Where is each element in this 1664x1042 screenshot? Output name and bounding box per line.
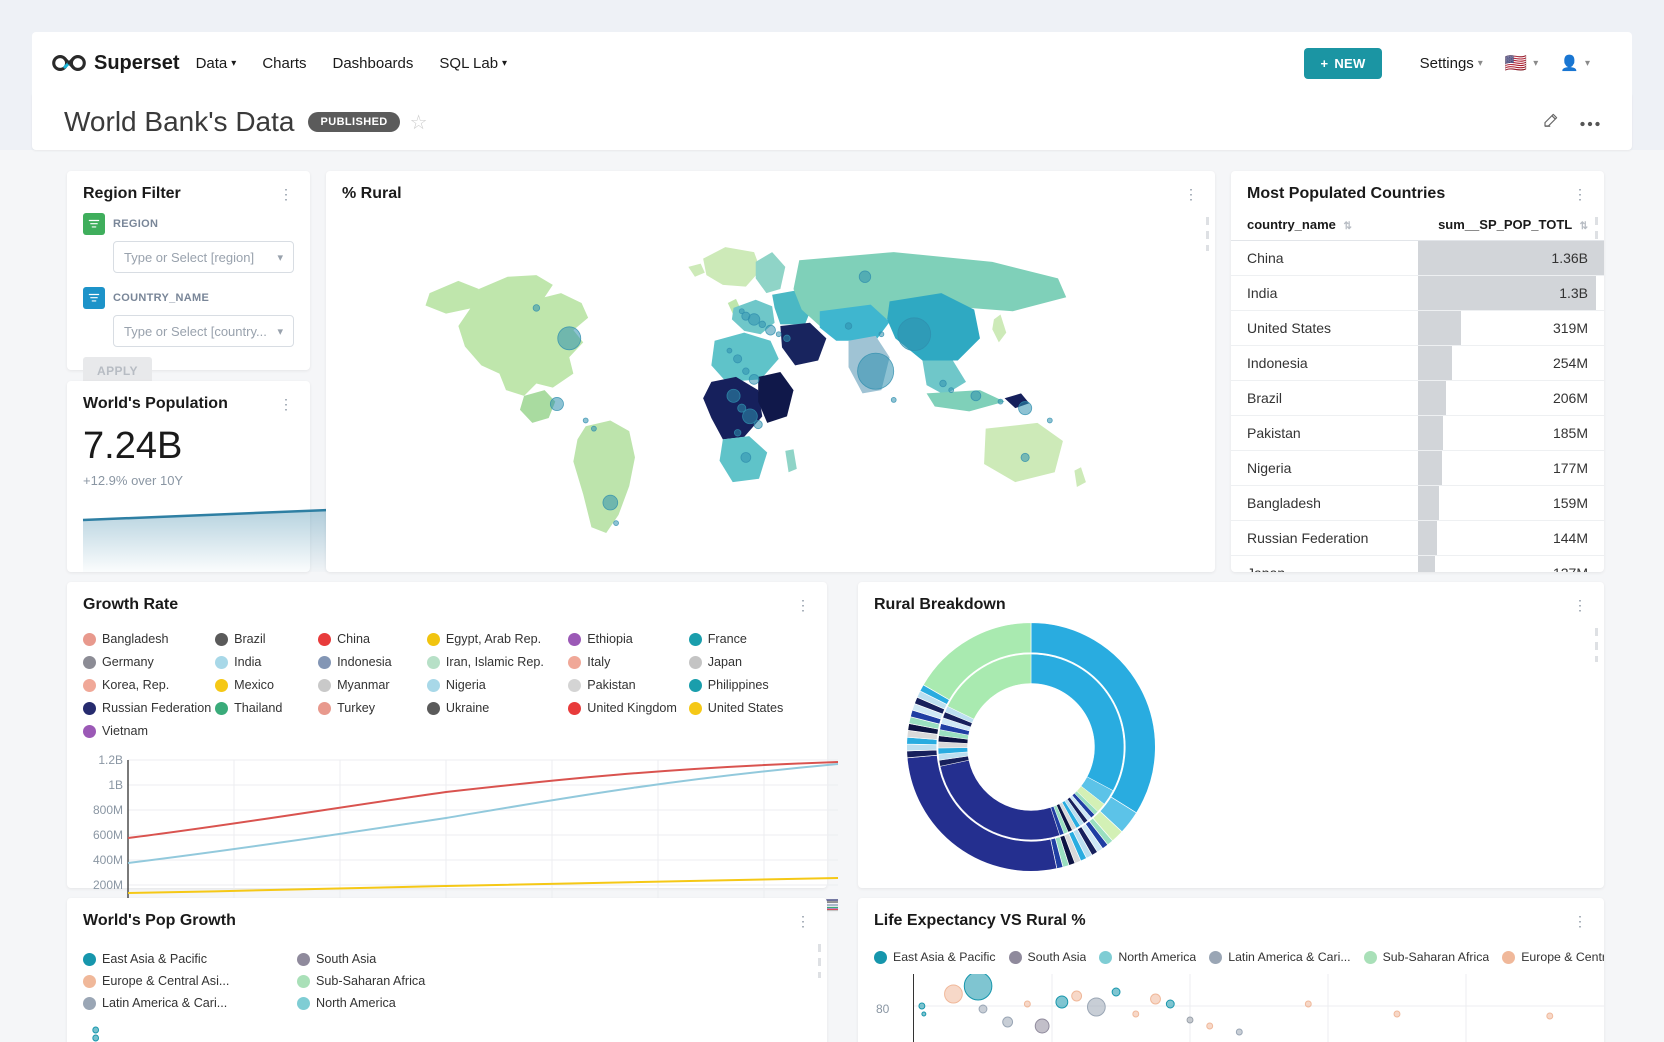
svg-text:200M: 200M xyxy=(93,878,123,892)
svg-text:1B: 1B xyxy=(108,778,123,792)
svg-text:1.2B: 1.2B xyxy=(98,753,123,767)
svg-text:400M: 400M xyxy=(93,853,123,867)
svg-text:800M: 800M xyxy=(93,803,123,817)
svg-text:600M: 600M xyxy=(93,828,123,842)
